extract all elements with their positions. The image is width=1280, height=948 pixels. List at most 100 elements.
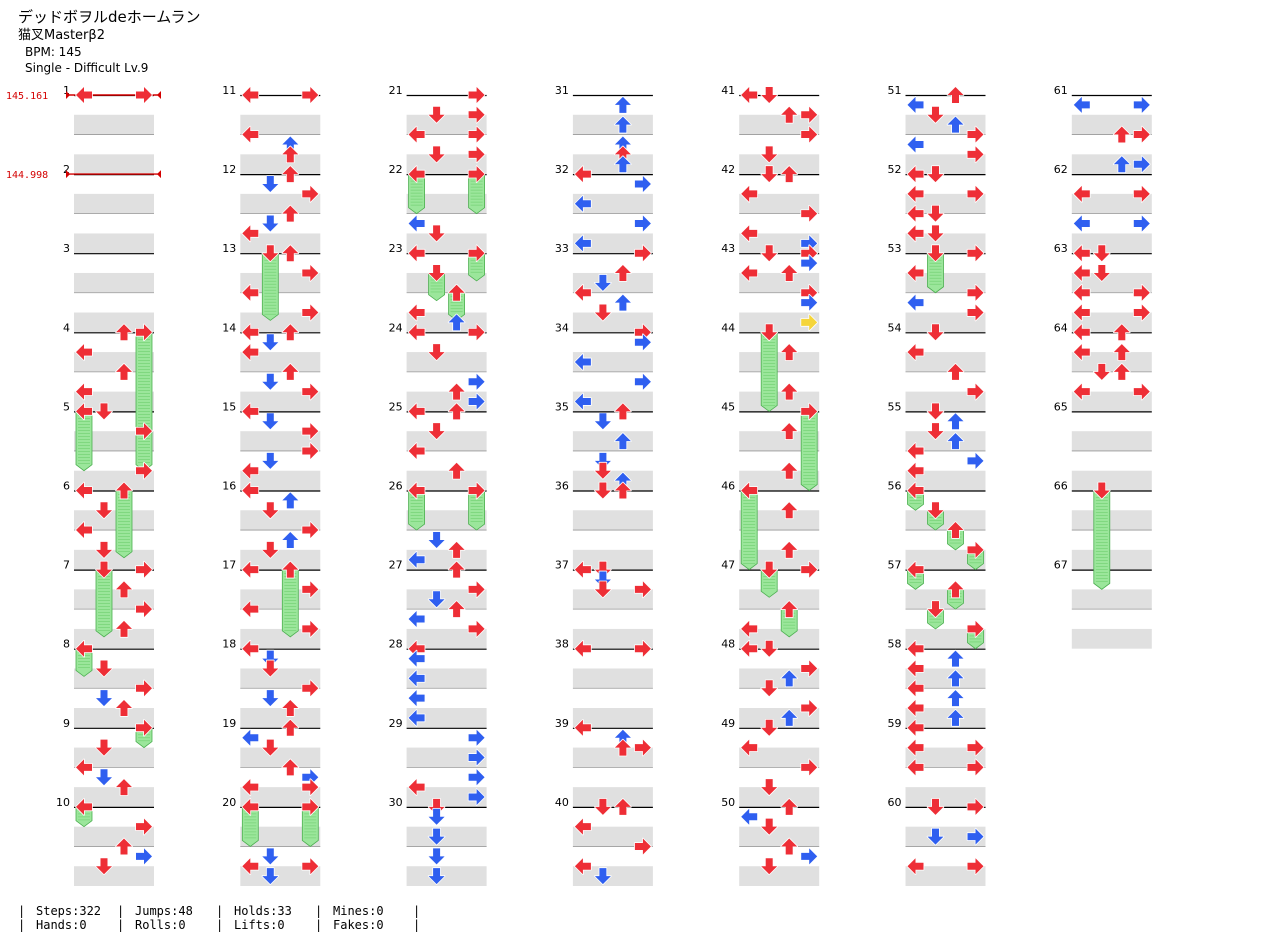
measure-stripe bbox=[74, 233, 154, 254]
measure-number: 4 bbox=[63, 321, 70, 334]
measure-stripe bbox=[406, 826, 487, 847]
song-title: デッドボヲルdeホームラン bbox=[18, 8, 201, 26]
up-arrow-icon bbox=[947, 363, 964, 380]
down-arrow-icon bbox=[262, 334, 279, 351]
measure-number: 39 bbox=[555, 717, 569, 730]
left-arrow-icon bbox=[408, 442, 425, 459]
measure-stripe bbox=[74, 628, 154, 649]
measure-stripe bbox=[240, 510, 321, 531]
left-arrow-icon bbox=[574, 393, 591, 410]
down-arrow-icon bbox=[594, 798, 611, 815]
left-arrow-icon bbox=[741, 87, 758, 103]
measure-stripe bbox=[74, 391, 154, 412]
right-arrow-icon bbox=[302, 798, 319, 815]
down-arrow-icon bbox=[262, 245, 279, 262]
measure-stripe bbox=[905, 549, 986, 570]
stats-divider: | bbox=[413, 918, 421, 932]
up-arrow-icon bbox=[282, 700, 299, 717]
measure-number: 15 bbox=[222, 400, 236, 413]
down-arrow-icon bbox=[761, 146, 778, 163]
measure-stripe bbox=[572, 589, 653, 610]
down-arrow-icon bbox=[927, 423, 944, 440]
up-arrow-icon bbox=[947, 650, 964, 667]
right-arrow-icon bbox=[468, 146, 485, 163]
down-arrow-icon bbox=[96, 561, 112, 578]
down-arrow-icon bbox=[262, 502, 279, 519]
bpm-change-marker bbox=[66, 91, 70, 99]
down-arrow-icon bbox=[761, 324, 778, 341]
down-arrow-icon bbox=[927, 502, 944, 519]
left-arrow-icon bbox=[574, 858, 591, 875]
measure-number: 32 bbox=[555, 163, 569, 176]
measure-number: 48 bbox=[721, 638, 735, 651]
right-arrow-icon bbox=[468, 106, 485, 123]
right-arrow-icon bbox=[302, 858, 319, 875]
measure-stripe bbox=[572, 510, 653, 531]
right-arrow-icon bbox=[801, 205, 818, 222]
up-arrow-icon bbox=[781, 670, 798, 687]
measure-stripe bbox=[406, 470, 487, 491]
down-arrow-icon bbox=[594, 868, 611, 885]
measure-stripe bbox=[406, 866, 487, 886]
measure-stripe bbox=[1071, 114, 1152, 135]
right-arrow-icon bbox=[801, 759, 818, 776]
stats-divider: | bbox=[18, 918, 26, 932]
right-arrow-icon bbox=[967, 828, 984, 845]
down-arrow-icon bbox=[262, 739, 279, 756]
down-arrow-icon bbox=[761, 858, 778, 875]
measure-stripe bbox=[1071, 431, 1152, 451]
left-arrow-icon bbox=[741, 808, 758, 825]
measure-stripe bbox=[240, 826, 321, 847]
right-arrow-icon bbox=[634, 640, 651, 657]
measure-stripe bbox=[739, 747, 820, 768]
right-arrow-icon bbox=[468, 789, 485, 806]
measure-stripe bbox=[240, 589, 321, 610]
measure-number: 61 bbox=[1054, 84, 1068, 97]
left-arrow-icon bbox=[242, 225, 259, 242]
measure-stripe bbox=[572, 826, 653, 847]
measure-number: 50 bbox=[721, 796, 735, 809]
down-arrow-icon bbox=[927, 798, 944, 815]
measure-stripe bbox=[74, 510, 154, 531]
down-arrow-icon bbox=[96, 739, 112, 756]
left-arrow-icon bbox=[408, 611, 425, 628]
measure-stripe bbox=[905, 352, 986, 372]
right-arrow-icon bbox=[801, 660, 818, 677]
left-arrow-icon bbox=[907, 700, 924, 717]
measure-stripe bbox=[240, 154, 321, 175]
right-arrow-icon bbox=[468, 769, 485, 786]
up-arrow-icon bbox=[614, 136, 631, 153]
stats-divider: | bbox=[117, 904, 125, 918]
left-arrow-icon bbox=[242, 561, 259, 578]
measure-number: 60 bbox=[888, 796, 902, 809]
measure-stripe bbox=[240, 114, 321, 135]
left-arrow-icon bbox=[1073, 324, 1090, 341]
up-arrow-icon bbox=[116, 838, 132, 855]
right-arrow-icon bbox=[967, 798, 984, 815]
up-arrow-icon bbox=[448, 403, 465, 420]
measure-stripe bbox=[406, 431, 487, 451]
right-arrow-icon bbox=[302, 442, 319, 459]
left-arrow-icon bbox=[76, 759, 92, 776]
left-arrow-icon bbox=[242, 87, 259, 103]
measure-number: 20 bbox=[222, 796, 236, 809]
measure-number: 16 bbox=[222, 480, 236, 493]
measure-stripe bbox=[905, 114, 986, 135]
right-arrow-icon bbox=[801, 294, 818, 311]
measure-number: 55 bbox=[888, 400, 902, 413]
measure-stripe bbox=[739, 549, 820, 570]
measure-number: 35 bbox=[555, 400, 569, 413]
measure-stripe bbox=[406, 193, 487, 214]
right-arrow-icon bbox=[967, 126, 984, 143]
measure-number: 40 bbox=[555, 796, 569, 809]
up-arrow-icon bbox=[614, 472, 631, 489]
measure-number: 34 bbox=[555, 321, 569, 334]
measure-stripe bbox=[572, 470, 653, 491]
right-arrow-icon bbox=[967, 185, 984, 202]
down-arrow-icon bbox=[428, 344, 445, 361]
bpm-label: BPM: 145 bbox=[25, 45, 82, 59]
measure-stripe bbox=[739, 510, 820, 531]
measure-stripe bbox=[905, 668, 986, 689]
down-arrow-icon bbox=[594, 304, 611, 321]
up-arrow-icon bbox=[116, 620, 132, 637]
